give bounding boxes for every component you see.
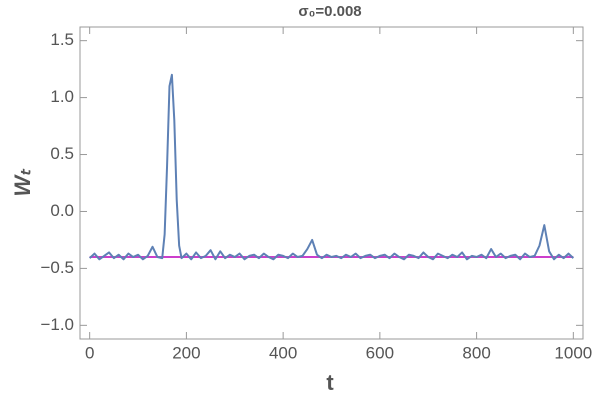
chart-title: σ₀=0.008: [298, 3, 361, 20]
plot-frame: [79, 26, 584, 340]
x-tick-label: 600: [366, 343, 394, 362]
x-tick-label: 800: [462, 343, 490, 362]
x-tick-label: 1000: [554, 343, 592, 362]
y-axis-label: Wₜ: [10, 168, 35, 197]
x-tick-label: 0: [85, 343, 94, 362]
x-axis-label: t: [326, 370, 334, 395]
y-tick-label: 0.0: [50, 201, 74, 220]
x-tick-label: 200: [172, 343, 200, 362]
y-tick-label: −1.0: [40, 315, 74, 334]
y-tick-label: −0.5: [40, 258, 74, 277]
y-tick-label: 0.5: [50, 144, 74, 163]
y-tick-label: 1.0: [50, 87, 74, 106]
x-tick-label: 400: [269, 343, 297, 362]
y-tick-label: 1.5: [50, 30, 74, 49]
data-line: [88, 73, 575, 261]
